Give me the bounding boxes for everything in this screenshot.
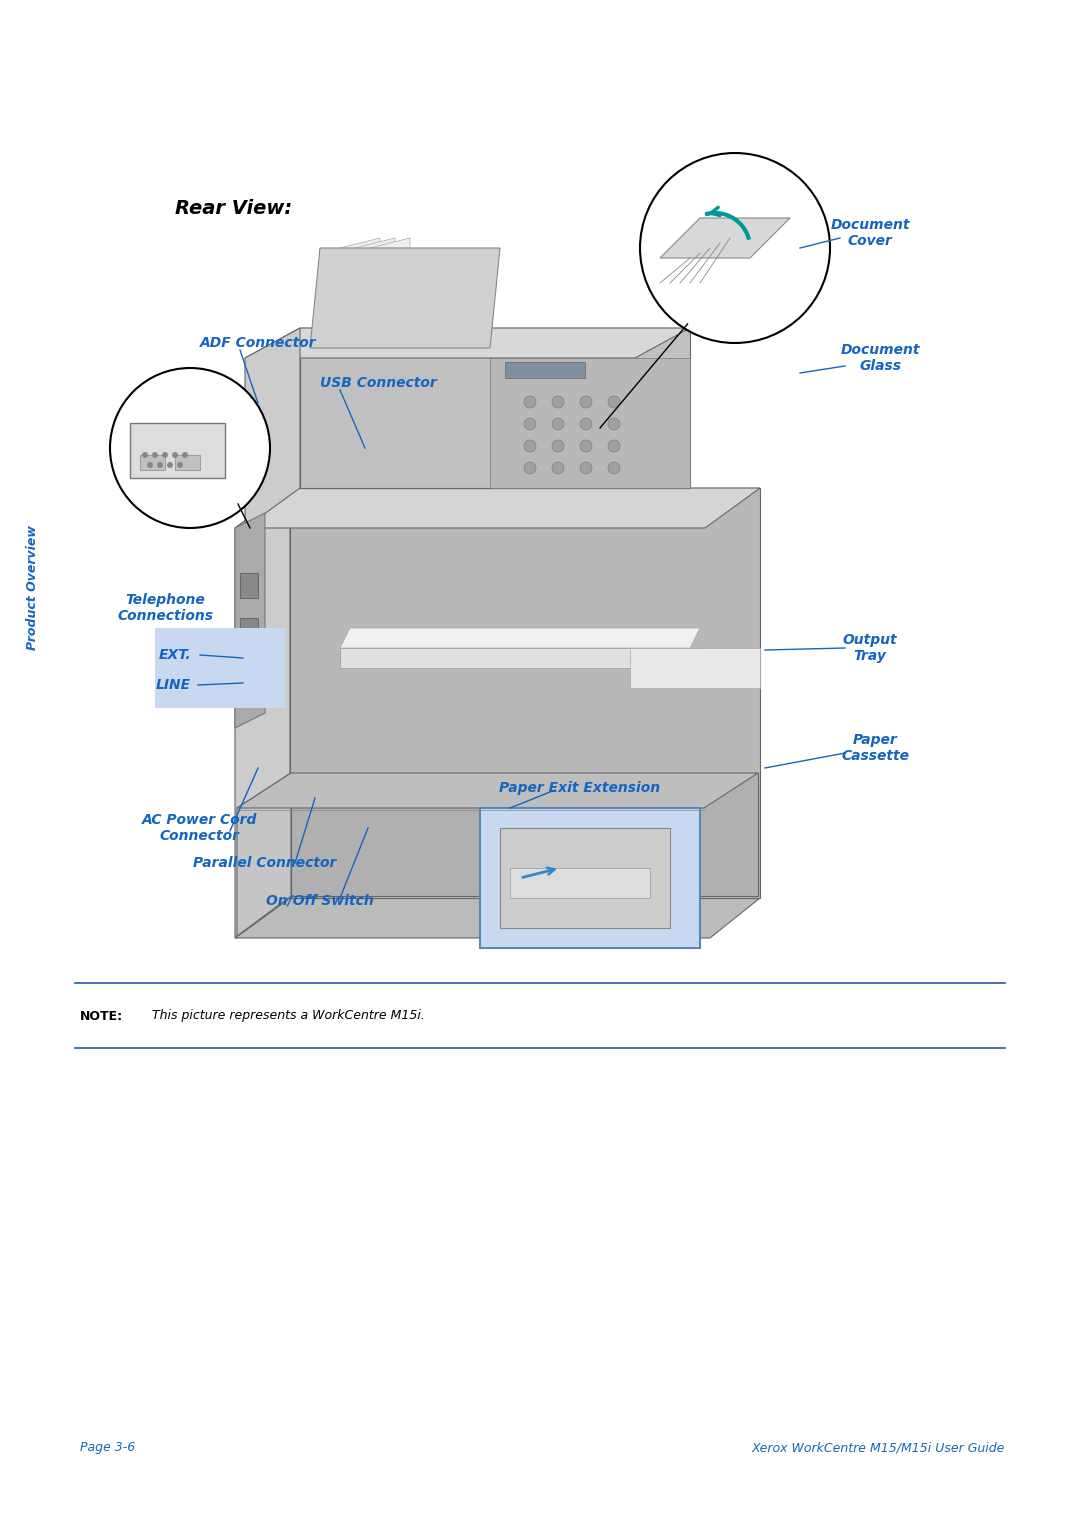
Text: On/Off Switch: On/Off Switch	[266, 892, 374, 908]
Circle shape	[157, 461, 163, 468]
Circle shape	[552, 396, 564, 408]
Polygon shape	[245, 329, 690, 358]
Circle shape	[524, 419, 536, 429]
Polygon shape	[300, 329, 690, 487]
Circle shape	[552, 419, 564, 429]
Polygon shape	[310, 248, 500, 348]
Text: Product Overview: Product Overview	[27, 526, 40, 651]
Text: LINE: LINE	[156, 678, 190, 692]
Circle shape	[147, 461, 153, 468]
Text: Rear View:: Rear View:	[175, 199, 292, 217]
Text: Telephone
Connections: Telephone Connections	[117, 593, 213, 623]
FancyArrowPatch shape	[523, 868, 554, 877]
Bar	[500, 828, 670, 927]
Polygon shape	[235, 898, 760, 938]
Bar	[240, 617, 258, 643]
Text: USB Connector: USB Connector	[320, 376, 436, 390]
Polygon shape	[490, 358, 690, 487]
Circle shape	[524, 461, 536, 474]
Text: This picture represents a WorkCentre M15i.: This picture represents a WorkCentre M15…	[140, 1010, 424, 1022]
Circle shape	[524, 440, 536, 452]
Circle shape	[552, 461, 564, 474]
Circle shape	[608, 396, 620, 408]
Circle shape	[152, 452, 158, 458]
Text: AC Power Cord
Connector: AC Power Cord Connector	[143, 813, 258, 843]
Polygon shape	[291, 487, 760, 898]
Text: Paper
Cassette: Paper Cassette	[841, 733, 909, 762]
Circle shape	[608, 440, 620, 452]
Circle shape	[580, 440, 592, 452]
Polygon shape	[630, 648, 760, 688]
Circle shape	[608, 419, 620, 429]
Polygon shape	[340, 628, 700, 648]
Circle shape	[183, 452, 188, 458]
Bar	[240, 671, 254, 683]
Bar	[130, 423, 225, 478]
Text: Document
Glass: Document Glass	[840, 342, 920, 373]
Polygon shape	[235, 487, 291, 938]
Circle shape	[608, 461, 620, 474]
Circle shape	[162, 452, 168, 458]
Polygon shape	[340, 648, 700, 668]
Bar	[480, 808, 700, 947]
Circle shape	[177, 461, 183, 468]
Text: Document
Cover: Document Cover	[831, 219, 909, 248]
Polygon shape	[235, 487, 760, 529]
Text: Paper Exit Extension: Paper Exit Extension	[499, 781, 661, 795]
Circle shape	[524, 396, 536, 408]
Bar	[175, 455, 200, 471]
Polygon shape	[340, 238, 380, 329]
Bar	[505, 362, 585, 377]
Bar	[140, 455, 165, 471]
Bar	[156, 628, 285, 707]
Text: Xerox WorkCentre M15/M15i User Guide: Xerox WorkCentre M15/M15i User Guide	[752, 1441, 1005, 1455]
Polygon shape	[237, 773, 758, 808]
Text: Output
Tray: Output Tray	[842, 633, 897, 663]
Circle shape	[552, 440, 564, 452]
Text: EXT.: EXT.	[159, 648, 191, 662]
Polygon shape	[237, 773, 291, 937]
Text: ADF Connector: ADF Connector	[200, 336, 316, 350]
Circle shape	[167, 461, 173, 468]
Polygon shape	[245, 329, 300, 529]
Circle shape	[580, 396, 592, 408]
Polygon shape	[370, 238, 410, 329]
Text: Page 3-6: Page 3-6	[80, 1441, 135, 1455]
Circle shape	[141, 452, 148, 458]
Bar	[240, 646, 254, 659]
Circle shape	[172, 452, 178, 458]
Circle shape	[110, 368, 270, 529]
Circle shape	[580, 419, 592, 429]
Circle shape	[580, 461, 592, 474]
Circle shape	[640, 153, 831, 342]
Bar	[240, 573, 258, 597]
Bar	[510, 868, 650, 898]
Polygon shape	[235, 513, 265, 727]
Text: Parallel Connector: Parallel Connector	[193, 856, 337, 869]
Bar	[240, 663, 258, 688]
Polygon shape	[291, 773, 758, 895]
Text: NOTE:: NOTE:	[80, 1010, 123, 1022]
Polygon shape	[355, 238, 395, 329]
Polygon shape	[660, 219, 789, 258]
